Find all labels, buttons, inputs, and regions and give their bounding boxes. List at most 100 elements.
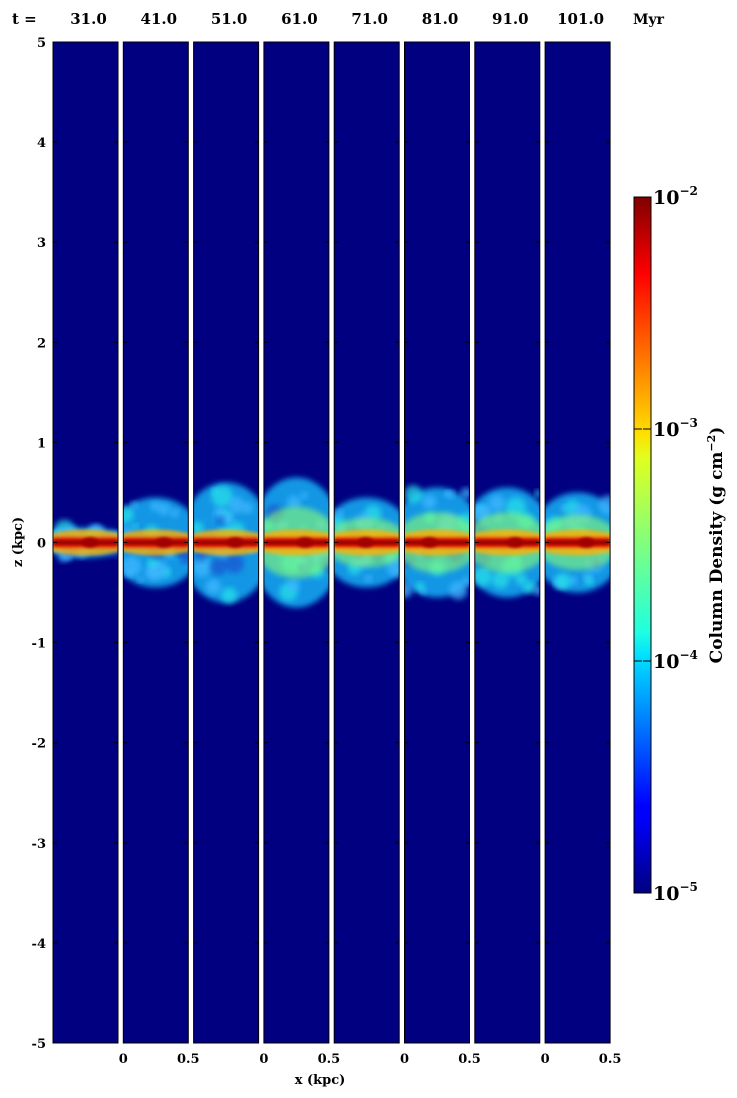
colorbar-tick-label: 10−3 [653, 416, 698, 441]
gas-clump [533, 585, 540, 596]
gas-clump [488, 494, 506, 512]
y-tick-label: 4 [37, 136, 46, 151]
gas-layer [334, 497, 400, 588]
panel-time-label: 81.0 [422, 10, 459, 28]
gas-clump [211, 487, 219, 495]
dense-knot [578, 537, 595, 548]
gas-layer [53, 519, 118, 563]
dense-knot [155, 537, 172, 548]
x-tick-label: 0 [400, 1052, 409, 1067]
colorbar-tick-base: 10 [653, 187, 679, 209]
panel-time-label: 91.0 [492, 10, 529, 28]
y-tick-label: -3 [32, 837, 46, 852]
gas-clump [474, 567, 493, 587]
gas-layer [545, 492, 611, 593]
midplane-dense [545, 540, 611, 545]
snapshot-panel [193, 41, 260, 1044]
colorbar-label: Column Density (g cm−2) [705, 427, 727, 664]
colorbar-tick-exp: −5 [679, 880, 697, 894]
x-tick-label: 0 [541, 1052, 550, 1067]
gas-clump [300, 491, 308, 500]
colorbar-tick-label: 10−4 [653, 648, 698, 673]
gas-clump [222, 512, 235, 525]
gas-clump [124, 569, 132, 578]
colorbar-tick-exp: −3 [679, 416, 697, 430]
y-tick-label: -2 [32, 737, 46, 752]
gas-clump [515, 573, 527, 586]
cavity [209, 557, 228, 576]
y-tick-label: 1 [37, 436, 46, 451]
snapshot-panel [263, 41, 330, 1044]
panels-layer [52, 41, 611, 1044]
gas-clump [130, 501, 138, 509]
panel-time-label: 61.0 [281, 10, 318, 28]
midplane-dense [193, 540, 259, 545]
gas-clump [598, 495, 611, 515]
x-axis-label: x (kpc) [295, 1073, 346, 1088]
dense-knot [297, 537, 314, 548]
x-axis: 0 0.5 0 0.5 0 0.5 0 0.5 [119, 1052, 622, 1067]
colorbar-tick-base: 10 [653, 419, 679, 441]
gas-clump [228, 496, 245, 514]
x-tick-label: 0 [119, 1052, 128, 1067]
y-tick-label: 3 [37, 236, 46, 251]
colorbar-ticks: 10−210−310−410−5 [634, 184, 698, 905]
time-labels: t = Myr 31.0 41.0 51.0 61.0 71.0 81.0 91.0 101.0 [12, 10, 665, 28]
dense-knot [421, 537, 438, 548]
snapshot-panel [544, 41, 611, 1044]
gas-clump [220, 587, 238, 604]
dense-knot [357, 537, 374, 548]
y-axis-label: z (kpc) [11, 517, 26, 567]
gas-clump [286, 578, 300, 592]
colorbar-label-main: Column Density (g cm [707, 452, 727, 664]
y-tick-label: 2 [37, 336, 46, 351]
snapshot-panel [474, 41, 541, 1044]
gas-clump [460, 487, 470, 499]
midplane-dense [263, 540, 329, 545]
gas-clump [170, 508, 180, 518]
gas-clump [132, 523, 139, 530]
dense-knot [82, 537, 99, 548]
gas-clump [241, 501, 254, 514]
panel-time-label: 51.0 [211, 10, 248, 28]
midplane-dense [123, 540, 189, 545]
gas-clump [205, 578, 222, 595]
panel-time-label: 71.0 [351, 10, 388, 28]
gas-clump [137, 576, 144, 583]
gas-clump [422, 494, 437, 510]
gas-clump [404, 485, 423, 504]
gas-layer [404, 485, 470, 600]
gas-clump [523, 581, 536, 594]
gas-clump [287, 495, 301, 510]
panel-time-label: 101.0 [557, 10, 604, 28]
gas-clump [554, 573, 572, 590]
gas-clump [193, 557, 212, 578]
y-tick-label: -4 [32, 937, 46, 952]
colorbar-tick-base: 10 [653, 651, 679, 673]
gas-clump [123, 505, 134, 524]
gas-clump [584, 576, 594, 586]
colorbar-label-exp: −2 [705, 435, 718, 452]
gas-clump [364, 574, 373, 583]
y-tick-label: -5 [32, 1037, 46, 1052]
colorbar-gradient [633, 196, 652, 894]
gas-layer [193, 482, 259, 604]
snapshot-panel [122, 41, 189, 1044]
gas-layer [474, 487, 540, 598]
gas-clump [491, 570, 510, 589]
gas-clump [446, 490, 455, 499]
x-tick-label: 0.5 [458, 1052, 481, 1067]
colorbar-tick-label: 10−5 [653, 880, 698, 905]
x-tick-label: 0.5 [599, 1052, 622, 1067]
y-tick-label: -1 [32, 637, 46, 652]
colorbar-tick-exp: −2 [679, 184, 697, 198]
colorbar-tick-base: 10 [653, 883, 679, 905]
gas-clump [404, 581, 413, 598]
gas-clump [213, 506, 227, 519]
colorbar-label-close: ) [707, 427, 727, 435]
cavity [215, 515, 225, 525]
gas-clump [420, 588, 427, 596]
gas-clump [534, 489, 540, 498]
snapshot-panel [52, 41, 119, 1044]
